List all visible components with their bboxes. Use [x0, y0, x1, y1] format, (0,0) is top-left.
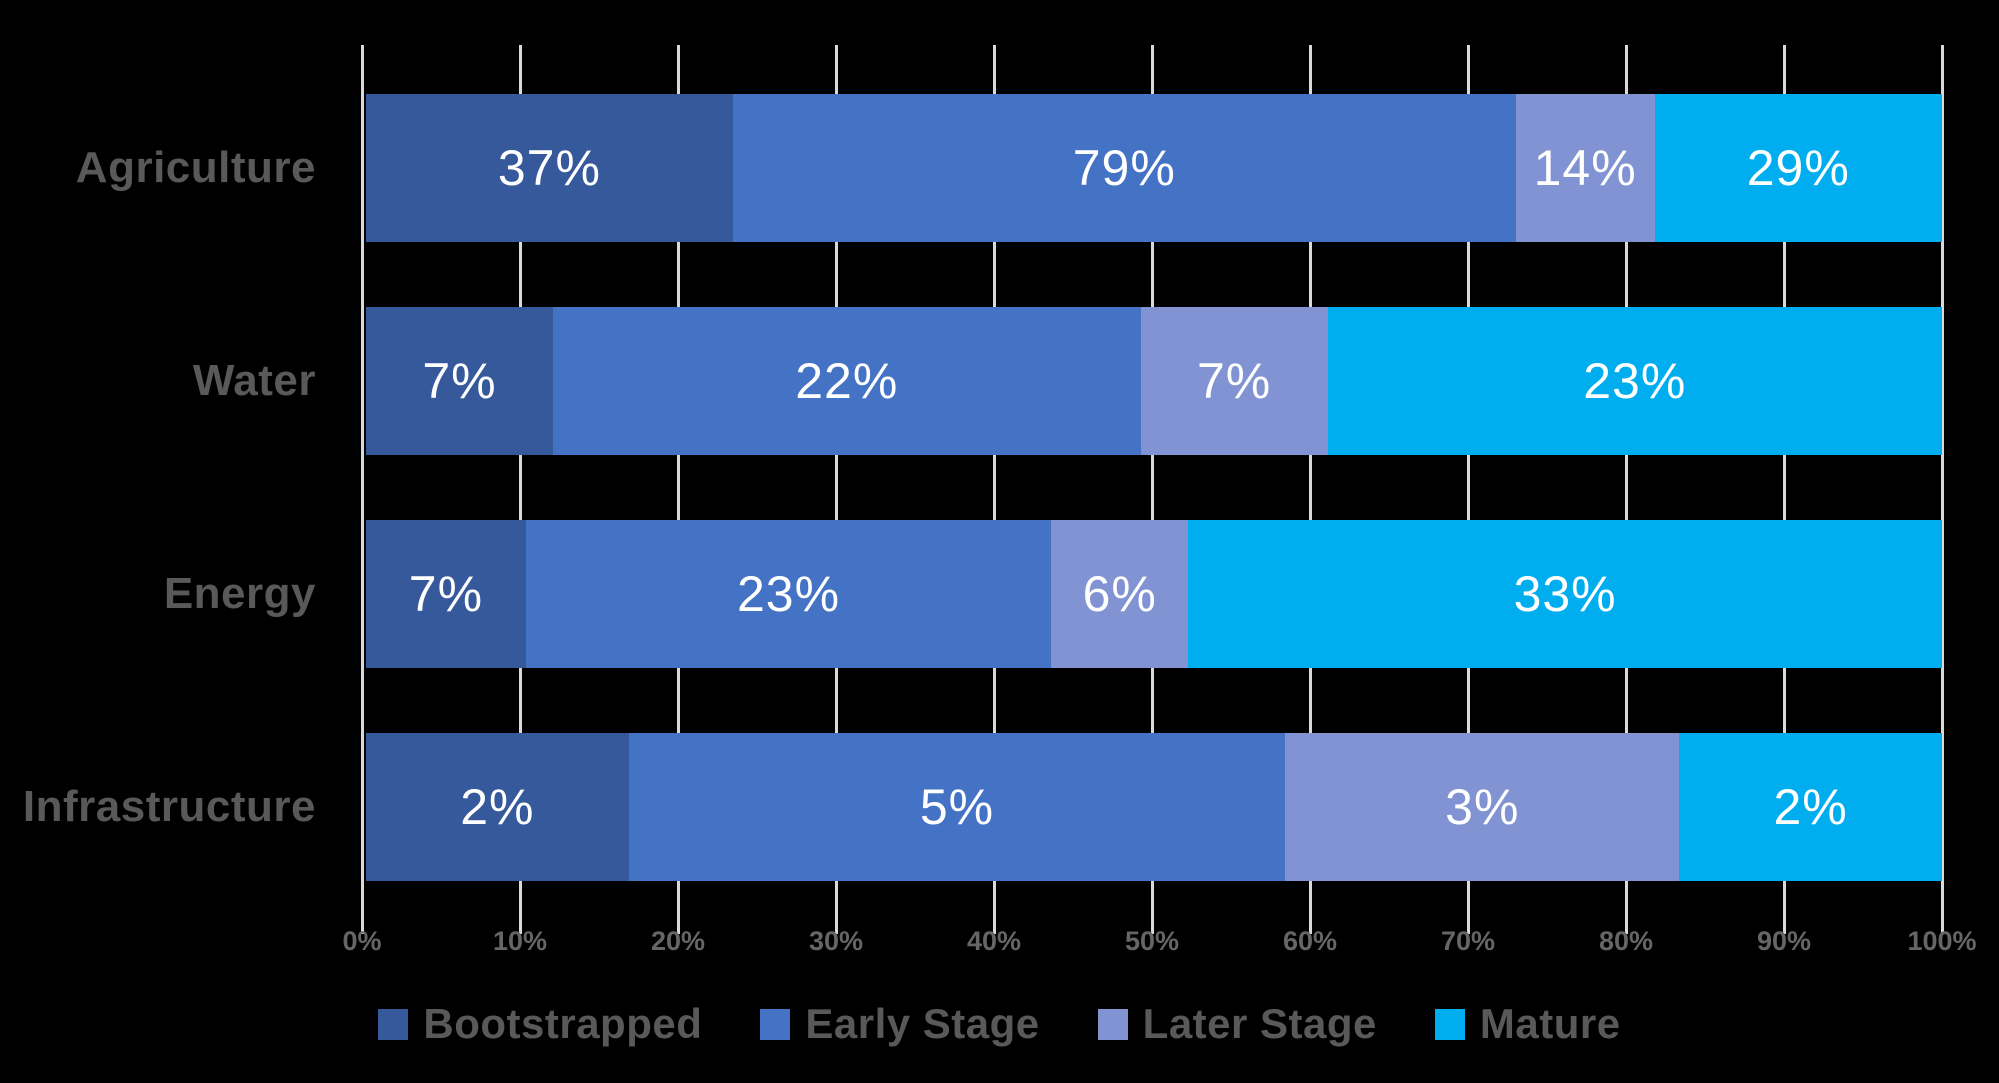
bar-segment-label: 29%	[1746, 140, 1850, 196]
gridline	[1625, 45, 1628, 934]
bar-segment: 3%	[1285, 733, 1680, 881]
legend-swatch	[760, 1008, 791, 1040]
bar-segment-label: 7%	[422, 353, 497, 409]
legend-label: Early Stage	[805, 1000, 1040, 1047]
gridline	[1467, 45, 1470, 934]
gridline	[1151, 45, 1154, 934]
gridline	[519, 45, 522, 934]
bar-row: 37% 79% 14% 29%	[366, 94, 1942, 242]
category-label: Infrastructure	[22, 782, 316, 831]
legend-item: Bootstrapped	[378, 1000, 702, 1048]
category-label: Water	[192, 356, 316, 405]
bar-row: 2% 5% 3% 2%	[366, 733, 1942, 881]
legend-item: Later Stage	[1097, 1000, 1377, 1048]
bar-segment: 2%	[1679, 733, 1942, 881]
bar-segment: 6%	[1051, 520, 1189, 668]
bar-segment: 2%	[366, 733, 629, 881]
legend-label: Mature	[1479, 1000, 1621, 1047]
gridline	[677, 45, 680, 934]
bar-segment: 7%	[366, 520, 526, 668]
bar-segment-label: 6%	[1082, 566, 1157, 622]
category-label: Energy	[163, 569, 316, 618]
x-axis-tick-label: 100%	[1907, 926, 1977, 956]
category-label: Agriculture	[75, 143, 316, 192]
gridline	[993, 45, 996, 934]
bar-segment: 23%	[1327, 307, 1942, 455]
legend-swatch	[1097, 1008, 1128, 1040]
bar-segment: 7%	[1140, 307, 1328, 455]
bars-layer: 37% 79% 14% 29% 7% 22% 7% 23% 7% 23% 6% 33% 2% 5% 3% 2%	[366, 45, 1942, 934]
bar-segment: 79%	[732, 94, 1516, 242]
bar-segment: 5%	[628, 733, 1286, 881]
x-axis-tick-label: 30%	[808, 926, 864, 956]
bar-segment: 14%	[1515, 94, 1655, 242]
gridline	[361, 45, 364, 934]
bar-segment: 33%	[1188, 520, 1942, 668]
x-axis-tick-label: 60%	[1282, 926, 1338, 956]
bar-segment-label: 2%	[460, 779, 535, 835]
bar-row: 7% 22% 7% 23%	[366, 307, 1942, 455]
bar-segment-label: 22%	[795, 353, 899, 409]
gridline	[835, 45, 838, 934]
x-axis-tick-label: 50%	[1124, 926, 1180, 956]
legend-item: Early Stage	[760, 1000, 1039, 1048]
bar-segment: 22%	[552, 307, 1141, 455]
category-axis: Agriculture Water Energy Infrastructure	[0, 45, 340, 934]
bar-segment: 29%	[1654, 94, 1942, 242]
bar-segment: 23%	[525, 520, 1052, 668]
x-axis-tick-label: 20%	[650, 926, 706, 956]
bar-segment-label: 14%	[1533, 140, 1637, 196]
bar-segment-label: 23%	[1583, 353, 1687, 409]
x-axis-tick-label: 0%	[342, 926, 382, 956]
bar-segment-label: 5%	[919, 779, 995, 835]
x-axis: 0% 10% 20% 30% 40% 50% 60% 70% 80% 90% 100%	[0, 926, 1999, 970]
x-axis-tick-label: 90%	[1756, 926, 1812, 956]
x-axis-tick-label: 40%	[966, 926, 1022, 956]
gridline	[1783, 45, 1786, 934]
legend-item: Mature	[1434, 1000, 1621, 1048]
bar-row: 7% 23% 6% 33%	[366, 520, 1942, 668]
bar-segment-label: 33%	[1513, 566, 1617, 622]
gridline	[1941, 45, 1944, 934]
x-axis-tick-label: 10%	[492, 926, 548, 956]
gridline	[1309, 45, 1312, 934]
legend-label: Later Stage	[1142, 1000, 1377, 1047]
legend-label: Bootstrapped	[423, 1000, 703, 1047]
x-axis-tick-label: 80%	[1598, 926, 1654, 956]
bar-segment-label: 3%	[1445, 779, 1520, 835]
bar-segment-label: 23%	[737, 566, 841, 622]
legend-swatch	[1434, 1008, 1465, 1040]
legend: Bootstrapped Early Stage Later Stage Mature	[0, 1000, 1999, 1048]
legend-swatch	[378, 1008, 409, 1040]
bar-segment-label: 37%	[497, 140, 601, 196]
x-axis-tick-label: 70%	[1440, 926, 1496, 956]
bar-segment-label: 2%	[1773, 779, 1848, 835]
bar-segment-label: 7%	[408, 566, 484, 622]
bar-segment: 37%	[366, 94, 733, 242]
bar-segment-label: 79%	[1072, 140, 1176, 196]
plot-area: 37% 79% 14% 29% 7% 22% 7% 23% 7% 23% 6% 33% 2% 5% 3% 2%	[361, 45, 1944, 934]
bar-segment-label: 7%	[1196, 353, 1272, 409]
bar-segment: 7%	[366, 307, 553, 455]
